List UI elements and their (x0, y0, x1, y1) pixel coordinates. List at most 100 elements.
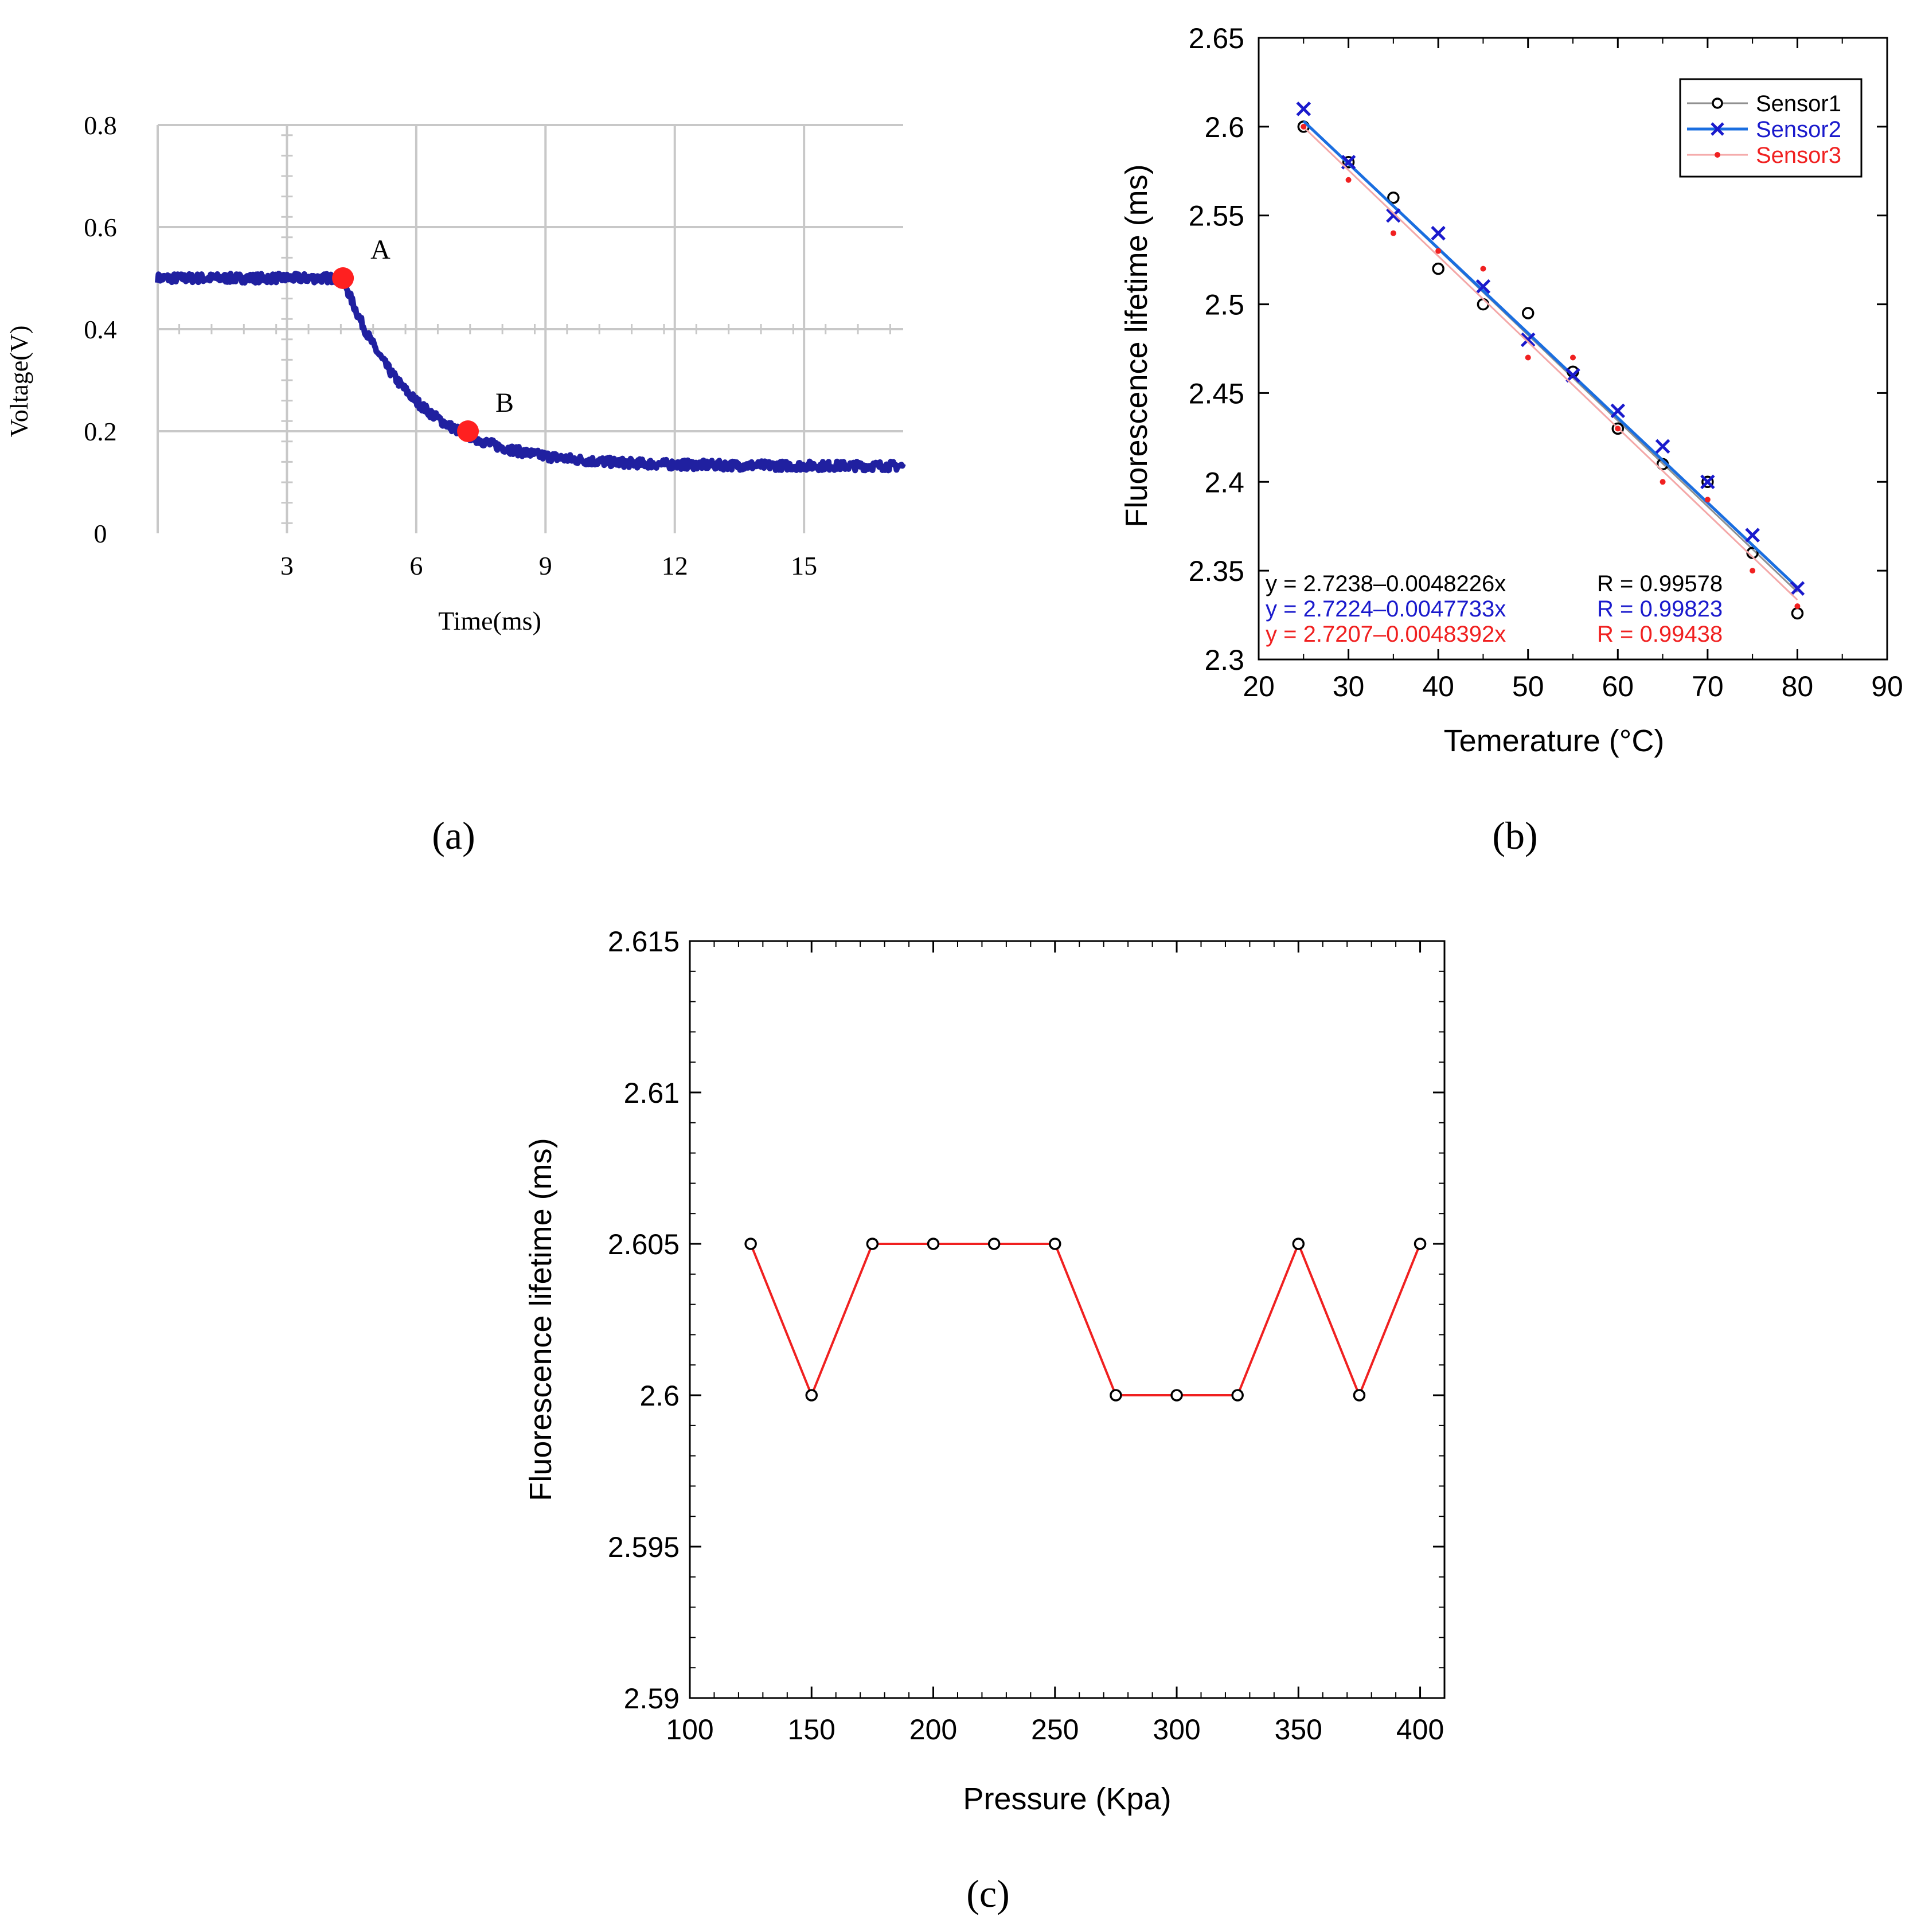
panel-b-xtick-label: 70 (1692, 670, 1724, 702)
panel-a-ytick-label: 0 (94, 519, 107, 548)
panel-c-xtick-label: 250 (1031, 1714, 1079, 1746)
panel-c-ylabel: Fluorescence lifetime (ms) (524, 1138, 558, 1501)
panel-a-point-label: B (495, 388, 514, 418)
panel-b-point (1655, 439, 1670, 454)
panel-b-series (1296, 102, 1805, 620)
panel-b-point (1791, 607, 1804, 620)
panel-c-point (1049, 1238, 1061, 1250)
panel-b-equation: y = 2.7238–0.0048226x (1266, 571, 1506, 596)
panel-c-point (744, 1238, 757, 1250)
panel-a-ytick-label: 0.2 (84, 417, 117, 446)
panel-a-annotations: AB (332, 235, 514, 442)
panel-b-point (1435, 248, 1442, 254)
panel-b-point (1750, 568, 1756, 574)
panel-b-equation: y = 2.7207–0.0048392x (1266, 622, 1506, 647)
panel-b-legend-marker (1715, 152, 1720, 158)
panel-c-xlabel: Pressure (Kpa) (963, 1782, 1171, 1816)
panel-c-point (1170, 1389, 1183, 1402)
panel-b-ytick-label: 2.45 (1189, 377, 1244, 409)
panel-b-point (1660, 479, 1666, 485)
panel-c-chart: 100 150 200 250 300 350 400 2.59 2.595 2.6 2.605 2.… (524, 926, 1446, 1915)
panel-c-tick-marks (689, 940, 1444, 1699)
panel-b-xtick-label: 20 (1243, 670, 1275, 702)
panel-c-point (1110, 1389, 1122, 1402)
panel-c-series (744, 1238, 1427, 1402)
panel-c-label: (c) (966, 1872, 1009, 1915)
panel-b-point (1570, 354, 1576, 361)
panel-b-fit-line (1302, 120, 1799, 589)
panel-b-point (1296, 102, 1311, 116)
panel-c-point (805, 1389, 818, 1402)
panel-b-xtick-label: 40 (1422, 670, 1454, 702)
panel-b-point (1745, 528, 1760, 542)
panel-b-point (1525, 354, 1531, 361)
panel-b-fit-line (1303, 126, 1798, 601)
panel-b-point (1701, 475, 1714, 489)
panel-b-tick-labels: 20 30 40 50 60 70 80 90 2.3 2.35 2.4 2.45 2.5 2.55 2.6… (1189, 22, 1903, 702)
panel-b-legend-label: Sensor1 (1756, 91, 1841, 116)
panel-a-chart: 0 0.2 0.4 0.6 0.8 3 6 9 12 15 Voltage(V) Time(ms)… (5, 111, 906, 857)
panel-b-equations: y = 2.7238–0.0048226x R = 0.99578 y = 2.72… (1266, 571, 1723, 647)
panel-a-xtick-label: 15 (791, 551, 817, 580)
panel-a-point-a (332, 267, 354, 289)
panel-b-point (1390, 230, 1396, 236)
panel-c-xtick-label: 400 (1396, 1714, 1444, 1746)
panel-a-xtick-label: 6 (409, 551, 423, 580)
panel-b-ytick-label: 2.5 (1204, 289, 1244, 321)
panel-b-xtick-label: 60 (1602, 670, 1634, 702)
panel-c-xtick-label: 350 (1275, 1714, 1322, 1746)
panel-a-signal-line (155, 271, 906, 474)
panel-b-point (1387, 191, 1400, 204)
panel-b-point (1704, 497, 1711, 503)
panel-c-ytick-label: 2.615 (608, 926, 680, 958)
panel-c-series-line (749, 1240, 1422, 1399)
panel-c-ytick-label: 2.61 (624, 1077, 680, 1109)
panel-b-series-sensor3 (1301, 123, 1801, 610)
panel-b-point (1475, 279, 1491, 294)
panel-b-ytick-label: 2.3 (1204, 644, 1244, 676)
panel-c-point (987, 1238, 1001, 1250)
panel-a-ytick-label: 0.6 (84, 213, 117, 242)
panel-b-xtick-label: 80 (1782, 670, 1814, 702)
panel-b-legend-marker (1712, 97, 1723, 109)
panel-c-ytick-label: 2.6 (639, 1380, 680, 1412)
panel-a-series (155, 271, 906, 474)
panel-b-point (1610, 403, 1626, 419)
panel-a-ylabel: Voltage(V) (5, 326, 33, 438)
panel-a-ytick-label: 0.4 (84, 315, 117, 344)
panel-a-xtick-label: 3 (280, 551, 294, 580)
panel-b-r-value: R = 0.99438 (1597, 622, 1723, 647)
panel-b-point (1342, 156, 1355, 169)
panel-b-point (1790, 581, 1805, 596)
panel-b-point (1432, 262, 1444, 275)
panel-b-point (1611, 422, 1625, 435)
panel-c-point (866, 1238, 879, 1250)
panel-b-xlabel: Temerature (°C) (1444, 724, 1665, 758)
panel-b-series-sensor2 (1296, 102, 1805, 596)
panel-c-xtick-label: 300 (1153, 1714, 1200, 1746)
panel-a-point-label: A (370, 235, 391, 265)
panel-b-chart: 20 30 40 50 60 70 80 90 2.3 2.35 2.4 2.45 2.5 2.55 2.6… (1119, 22, 1903, 857)
panel-b-ytick-label: 2.6 (1204, 111, 1244, 143)
panel-c-xtick-label: 200 (909, 1714, 957, 1746)
panel-b-point (1700, 474, 1715, 490)
panel-b-equation: y = 2.7224–0.0047733x (1266, 596, 1506, 622)
panel-b-r-value: R = 0.99823 (1597, 596, 1723, 622)
panel-c-ytick-label: 2.59 (624, 1683, 680, 1715)
panel-a-tick-labels: 0 0.2 0.4 0.6 0.8 3 6 9 12 15 (84, 111, 817, 580)
panel-c-point (1414, 1238, 1427, 1250)
panel-b-ytick-label: 2.65 (1189, 22, 1244, 54)
panel-c-xtick-label: 100 (666, 1714, 713, 1746)
panel-c-ytick-label: 2.605 (608, 1228, 680, 1260)
panel-b-point (1477, 298, 1490, 311)
panel-c-frame (689, 940, 1446, 1699)
panel-a-ytick-label: 0.8 (84, 111, 117, 140)
panel-b-xtick-label: 50 (1512, 670, 1544, 702)
panel-b-xtick-label: 90 (1871, 670, 1903, 702)
panel-b-legend-label: Sensor3 (1756, 143, 1841, 168)
panel-c-tick-labels: 100 150 200 250 300 350 400 2.59 2.595 2.6 2.605 2.… (608, 926, 1444, 1746)
panel-b-r-value: R = 0.99578 (1597, 571, 1723, 596)
panel-b-legend-label: Sensor2 (1756, 117, 1841, 142)
